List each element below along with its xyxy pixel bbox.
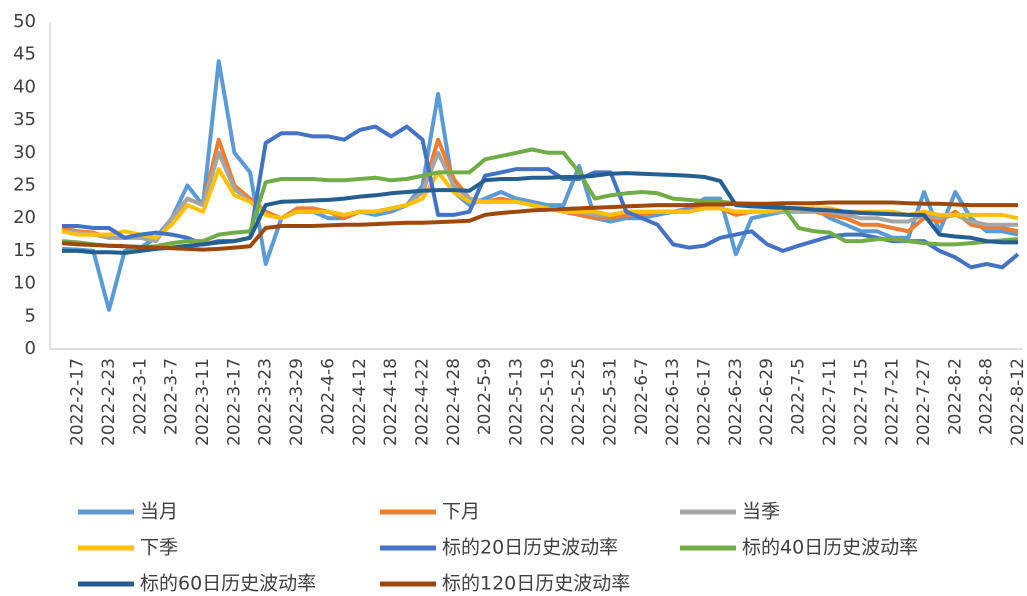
x-tick-label: 2022-5-25 [569, 358, 589, 446]
x-tick-label: 2022-6-13 [663, 358, 683, 446]
y-tick-label: 40 [13, 76, 36, 97]
x-tick-label: 2022-3-23 [256, 358, 276, 446]
series-line [61, 59, 1019, 312]
x-tick-label: 2022-5-19 [538, 358, 558, 446]
y-tick-label: 50 [13, 11, 36, 32]
x-tick-label: 2022-7-27 [914, 358, 934, 446]
y-tick-label: 35 [13, 109, 36, 130]
x-tick-label: 2022-5-9 [475, 358, 495, 435]
legend-label: 当季 [742, 501, 780, 523]
series-line [61, 147, 1019, 249]
y-tick-label: 5 [25, 305, 36, 326]
x-tick-label: 2022-6-7 [632, 358, 652, 435]
x-tick-label: 2022-8-8 [977, 358, 997, 435]
x-tick-label: 2022-8-12 [1008, 358, 1027, 446]
x-tick-label: 2022-5-13 [506, 358, 526, 446]
x-tick-label: 2022-7-11 [820, 358, 840, 446]
x-tick-label: 2022-6-29 [757, 358, 777, 446]
x-tick-label: 2022-4-12 [350, 358, 370, 446]
legend-label: 标的120日历史波动率 [442, 573, 630, 595]
legend-label: 标的20日历史波动率 [442, 537, 618, 559]
x-tick-label: 2022-4-6 [318, 358, 338, 435]
x-tick-label: 2022-2-23 [99, 358, 119, 446]
series-line [61, 200, 1018, 252]
y-tick-label: 20 [13, 207, 36, 228]
x-tick-label: 2022-7-21 [883, 358, 903, 446]
x-tick-label: 2022-4-18 [381, 358, 401, 446]
x-tick-label: 2022-7-15 [851, 358, 871, 446]
x-tick-label: 2022-3-11 [193, 358, 213, 446]
y-tick-label: 0 [25, 338, 36, 359]
y-tick-label: 15 [13, 240, 36, 261]
x-tick-label: 2022-4-22 [412, 358, 432, 446]
legend-label: 标的60日历史波动率 [140, 573, 316, 595]
series-line [62, 171, 1018, 255]
legend-label: 标的40日历史波动率 [742, 537, 918, 559]
y-tick-label: 10 [13, 273, 36, 294]
x-tick-label: 2022-5-31 [601, 358, 621, 446]
x-tick-label: 2022-8-2 [945, 358, 965, 435]
x-tick-label: 2022-2-17 [68, 358, 88, 446]
x-tick-label: 2022-6-23 [726, 358, 746, 446]
legend-label: 下季 [140, 537, 178, 559]
legend-label: 下月 [442, 501, 480, 523]
x-tick-label: 2022-3-17 [224, 358, 244, 446]
x-tick-label: 2022-3-7 [162, 358, 182, 435]
y-tick-label: 25 [13, 175, 36, 196]
x-tick-label: 2022-4-28 [444, 358, 464, 446]
legend-label: 当月 [140, 501, 178, 523]
x-tick-label: 2022-3-1 [130, 358, 150, 435]
x-tick-label: 2022-7-5 [789, 358, 809, 435]
y-tick-label: 45 [13, 44, 36, 65]
y-tick-label: 30 [13, 142, 36, 163]
x-tick-label: 2022-3-29 [287, 358, 307, 446]
x-tick-label: 2022-6-17 [695, 358, 715, 446]
